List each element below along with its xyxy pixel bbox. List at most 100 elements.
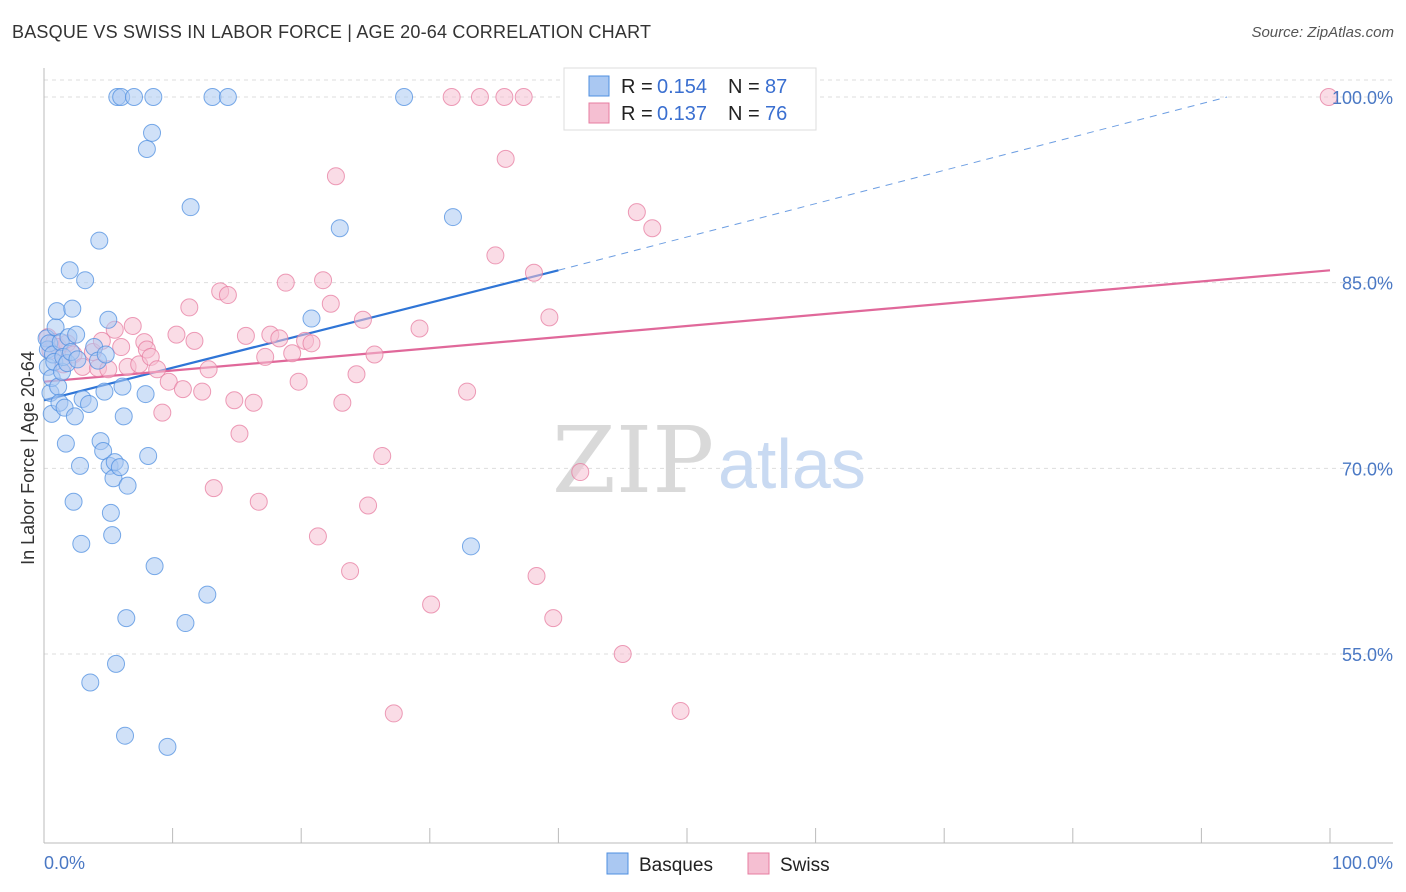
legend-basques-r-label: R =: [621, 76, 653, 98]
basques-point: [395, 88, 414, 106]
swiss-point: [225, 391, 244, 410]
basques-point: [137, 139, 156, 158]
swiss-point: [495, 88, 514, 106]
swiss-point: [153, 403, 172, 422]
bottom-legend-label-basques: Basques: [639, 855, 713, 876]
swiss-point: [384, 704, 403, 723]
legend-basques-n-value: 87: [765, 76, 787, 98]
swiss-point: [1319, 88, 1338, 106]
swiss-point: [326, 167, 345, 186]
legend-swatch-basques: [588, 75, 610, 97]
basques-point: [113, 377, 132, 396]
legend-swatch-swiss: [588, 102, 610, 124]
swiss-point: [159, 372, 178, 391]
basques-point: [72, 534, 91, 553]
basques-point: [110, 458, 129, 477]
swiss-point: [613, 645, 632, 663]
basques-point: [80, 394, 99, 413]
basques-point: [145, 557, 164, 576]
legend-swiss-n-label: N =: [728, 103, 760, 125]
y-tick-label: 70.0%: [1342, 459, 1393, 479]
swiss-point: [496, 149, 515, 168]
basques-point: [139, 446, 158, 465]
basques-point: [103, 526, 122, 545]
swiss-points: [38, 88, 1338, 723]
swiss-point: [204, 479, 223, 498]
watermark: ZIP atlas: [552, 407, 866, 514]
basques-point: [203, 88, 222, 106]
basques-point: [47, 302, 66, 321]
y-tick-label: 85.0%: [1342, 274, 1393, 294]
swiss-trend-line: [43, 269, 1331, 383]
basques-point: [107, 654, 126, 673]
swiss-point: [527, 567, 546, 586]
swiss-point: [180, 298, 199, 317]
basques-point: [64, 492, 83, 511]
basques-point: [136, 385, 155, 404]
chart-title: BASQUE VS SWISS IN LABOR FORCE | AGE 20-…: [12, 22, 652, 42]
basques-point: [67, 325, 86, 344]
swiss-point: [359, 496, 378, 515]
swiss-point: [236, 326, 255, 345]
basques-point: [56, 434, 75, 453]
basques-point: [158, 737, 177, 756]
axes: [43, 68, 1393, 844]
y-tick-label: 55.0%: [1342, 645, 1393, 665]
basques-point: [49, 377, 68, 396]
swiss-point: [302, 334, 321, 353]
swiss-point: [410, 319, 429, 338]
swiss-point: [249, 492, 268, 511]
basques-point: [76, 271, 95, 290]
basques-point: [125, 88, 144, 106]
basques-point: [114, 407, 133, 426]
swiss-point: [544, 609, 563, 628]
legend[interactable]: R = 0.154 N = 87 R = 0.137 N = 76: [563, 67, 817, 131]
basques-point: [181, 198, 200, 217]
basques-point: [302, 309, 321, 328]
swiss-point: [470, 88, 489, 106]
swiss-point: [123, 316, 142, 335]
swiss-point: [230, 424, 249, 443]
y-tick-labels: 55.0% 70.0% 85.0% 100.0%: [1332, 88, 1393, 665]
swiss-point: [373, 446, 392, 465]
basques-point: [461, 537, 480, 556]
swiss-point: [514, 88, 533, 106]
swiss-point: [173, 380, 192, 399]
swiss-point: [442, 88, 461, 106]
bottom-legend-swatch-basques: [606, 852, 629, 875]
legend-swiss-r-value: 0.137: [657, 103, 707, 125]
basques-point: [198, 585, 217, 604]
basques-point: [117, 609, 136, 628]
x-tick-label: 0.0%: [44, 853, 85, 873]
basques-point: [71, 456, 90, 475]
swiss-point: [571, 463, 590, 482]
swiss-point: [486, 246, 505, 265]
trend-lines: [43, 96, 1331, 402]
swiss-point: [289, 372, 308, 391]
bottom-legend[interactable]: Basques Swiss: [606, 852, 830, 876]
basques-point: [143, 123, 162, 142]
basques-point: [116, 726, 135, 745]
swiss-point: [244, 393, 263, 412]
swiss-point: [314, 271, 333, 290]
swiss-point: [112, 338, 131, 357]
swiss-point: [283, 344, 302, 363]
swiss-point: [199, 360, 218, 379]
chart-source: Source: ZipAtlas.com: [1251, 24, 1394, 41]
swiss-point: [422, 595, 441, 614]
watermark-atlas: atlas: [718, 425, 866, 503]
swiss-point: [193, 382, 212, 401]
swiss-point: [524, 263, 543, 282]
basques-point: [218, 88, 237, 106]
basques-point: [101, 503, 120, 522]
basques-point: [144, 88, 163, 106]
basques-point: [90, 231, 109, 250]
basques-point: [81, 673, 100, 692]
swiss-point: [308, 527, 327, 546]
basques-point: [443, 208, 462, 227]
legend-basques-r-value: 0.154: [657, 76, 707, 98]
swiss-point: [167, 325, 186, 344]
legend-basques-n-label: N =: [728, 76, 760, 98]
basques-point: [65, 407, 84, 426]
